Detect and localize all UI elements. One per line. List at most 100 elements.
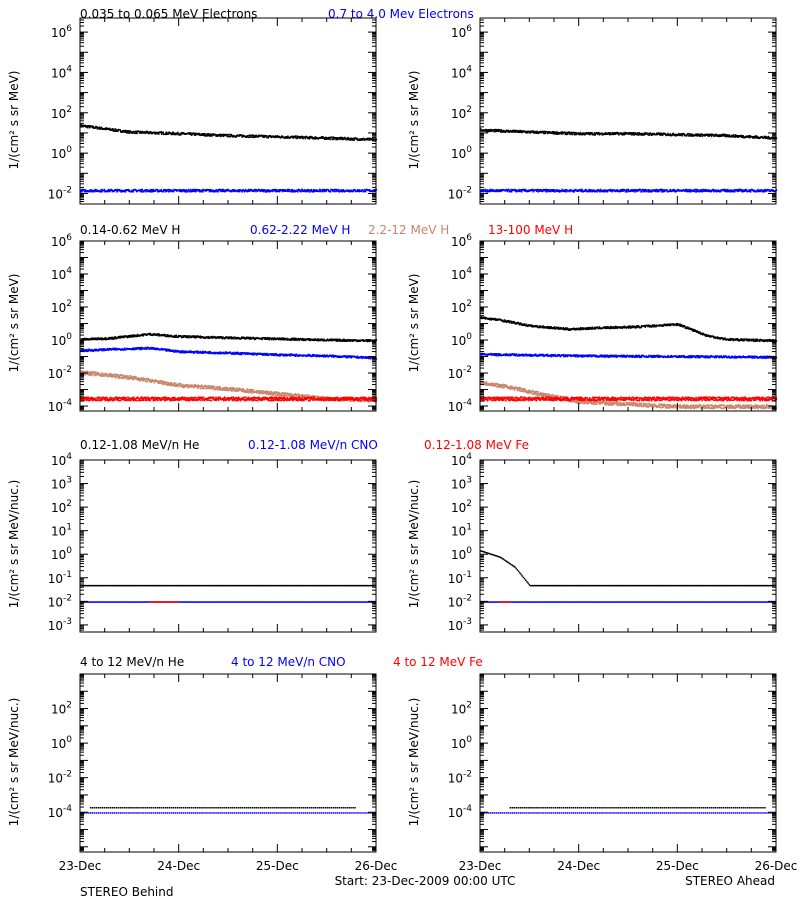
data-point	[622, 133, 624, 135]
data-point	[609, 134, 611, 136]
data-point	[295, 337, 297, 340]
data-point	[370, 357, 372, 360]
data-point	[290, 338, 292, 341]
data-point	[547, 190, 550, 192]
data-point	[139, 190, 142, 192]
data-point	[149, 332, 151, 335]
data-point	[231, 136, 234, 138]
data-point	[510, 190, 512, 193]
data-point	[628, 132, 630, 134]
data-point	[710, 135, 713, 138]
data-point	[699, 133, 701, 136]
data-point	[211, 335, 213, 338]
data-point	[738, 136, 740, 138]
data-point	[119, 337, 121, 339]
data-point	[699, 190, 701, 192]
data-point	[538, 189, 541, 191]
data-point	[205, 135, 208, 137]
data-point	[706, 190, 709, 192]
data-point	[617, 132, 620, 135]
data-point	[689, 191, 692, 193]
data-point	[83, 191, 86, 193]
data-point	[715, 133, 717, 136]
data-point	[322, 189, 324, 191]
data-point	[487, 190, 490, 192]
data-point	[254, 136, 256, 138]
data-point	[192, 190, 195, 193]
data-point	[210, 189, 213, 191]
data-point	[495, 130, 497, 133]
data-point	[482, 130, 484, 132]
data-point	[621, 188, 624, 191]
data-point	[585, 190, 587, 192]
data-point	[336, 137, 338, 139]
data-point	[674, 191, 677, 193]
data-point	[603, 189, 605, 192]
data-point	[223, 337, 225, 339]
data-point	[766, 136, 769, 138]
data-point	[618, 134, 620, 136]
data-point	[219, 189, 222, 191]
data-point	[350, 190, 352, 193]
data-point	[488, 189, 490, 192]
data-point	[548, 131, 551, 133]
data-point	[530, 130, 533, 132]
data-point	[507, 130, 509, 133]
data-point	[641, 132, 643, 135]
data-point	[497, 128, 499, 131]
data-point	[736, 135, 738, 138]
data-point	[669, 133, 671, 135]
data-point	[187, 336, 189, 339]
data-point	[291, 136, 293, 138]
data-point	[173, 132, 175, 135]
data-point	[753, 190, 755, 193]
data-point	[274, 354, 276, 357]
data-point	[293, 337, 296, 340]
data-point	[316, 189, 318, 191]
data-point	[629, 189, 632, 192]
data-point	[220, 190, 222, 193]
data-point	[184, 335, 187, 337]
data-point	[86, 348, 88, 351]
data-point	[497, 190, 500, 193]
data-point	[707, 135, 709, 137]
data-point	[102, 337, 105, 340]
data-point	[768, 190, 770, 192]
data-point	[709, 190, 712, 193]
data-point	[338, 191, 341, 193]
data-point	[265, 190, 267, 193]
data-point	[309, 191, 311, 193]
data-point	[741, 191, 744, 193]
data-point	[304, 339, 307, 342]
data-point	[247, 189, 249, 191]
data-point	[186, 335, 189, 337]
data-point	[542, 130, 544, 133]
data-point	[335, 190, 337, 193]
data-point	[249, 136, 251, 138]
data-point	[761, 189, 764, 191]
data-point	[691, 135, 694, 137]
data-point	[286, 337, 288, 340]
data-point	[690, 133, 693, 135]
data-point	[367, 139, 369, 141]
data-point	[368, 137, 370, 140]
data-point	[480, 128, 482, 130]
data-point	[167, 335, 169, 338]
data-point	[599, 191, 601, 193]
data-point	[608, 133, 611, 135]
data-point	[131, 131, 134, 133]
data-point	[588, 133, 590, 135]
data-point	[128, 130, 130, 132]
data-point	[86, 126, 89, 129]
data-point	[739, 189, 741, 192]
data-point	[84, 124, 87, 127]
data-point	[231, 337, 233, 340]
data-point	[631, 132, 633, 134]
data-point	[314, 338, 317, 340]
data-point	[172, 131, 175, 134]
data-point	[323, 340, 325, 342]
data-point	[140, 189, 142, 191]
data-point	[185, 335, 187, 337]
data-point	[123, 335, 125, 337]
data-point	[594, 134, 596, 136]
